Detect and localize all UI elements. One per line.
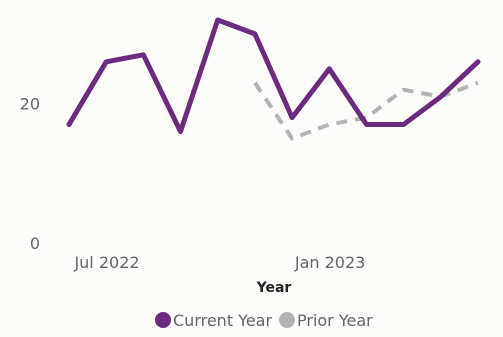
legend-label: Current Year (173, 311, 272, 330)
legend-item[interactable]: Prior Year (279, 311, 373, 330)
y-axis: 0 20 (20, 95, 40, 253)
plot-area (66, 17, 481, 141)
x-tick-label: Jan 2023 (294, 253, 365, 272)
x-axis: Jul 2022 Jan 2023 (73, 253, 365, 272)
legend-marker (279, 312, 295, 328)
x-tick-label: Jul 2022 (73, 253, 139, 272)
legend-item[interactable]: Current Year (155, 311, 272, 330)
legend[interactable]: Current Year Prior Year (155, 311, 373, 330)
legend-marker (155, 312, 171, 328)
y-tick-label: 20 (20, 95, 40, 114)
y-tick-label: 0 (30, 234, 40, 253)
legend-label: Prior Year (297, 311, 373, 330)
x-axis-title: Year (256, 280, 292, 296)
series-line-current-year[interactable] (66, 17, 481, 134)
